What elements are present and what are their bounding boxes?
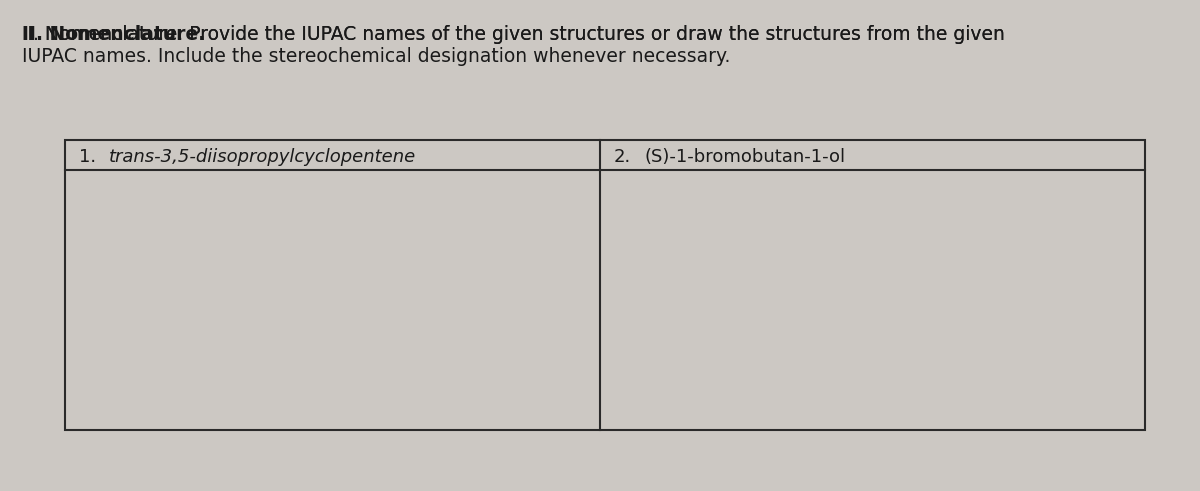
Text: 2.: 2. — [614, 148, 631, 166]
Text: 1.: 1. — [79, 148, 96, 166]
Bar — [65, 140, 1145, 430]
Text: trans-3,5-diisopropylcyclopentene: trans-3,5-diisopropylcyclopentene — [109, 148, 416, 166]
Text: IUPAC names. Include the stereochemical designation whenever necessary.: IUPAC names. Include the stereochemical … — [22, 47, 731, 66]
Text: II. Nomenclature. Provide the IUPAC names of the given structures or draw the st: II. Nomenclature. Provide the IUPAC name… — [22, 25, 1004, 44]
Text: II. Nomenclature. Provide the IUPAC names of the given structures or draw the st: II. Nomenclature. Provide the IUPAC name… — [22, 25, 1004, 44]
Text: II. Nomenclature.: II. Nomenclature. — [22, 25, 205, 44]
Text: (S)-1-bromobutan-1-ol: (S)-1-bromobutan-1-ol — [644, 148, 845, 166]
